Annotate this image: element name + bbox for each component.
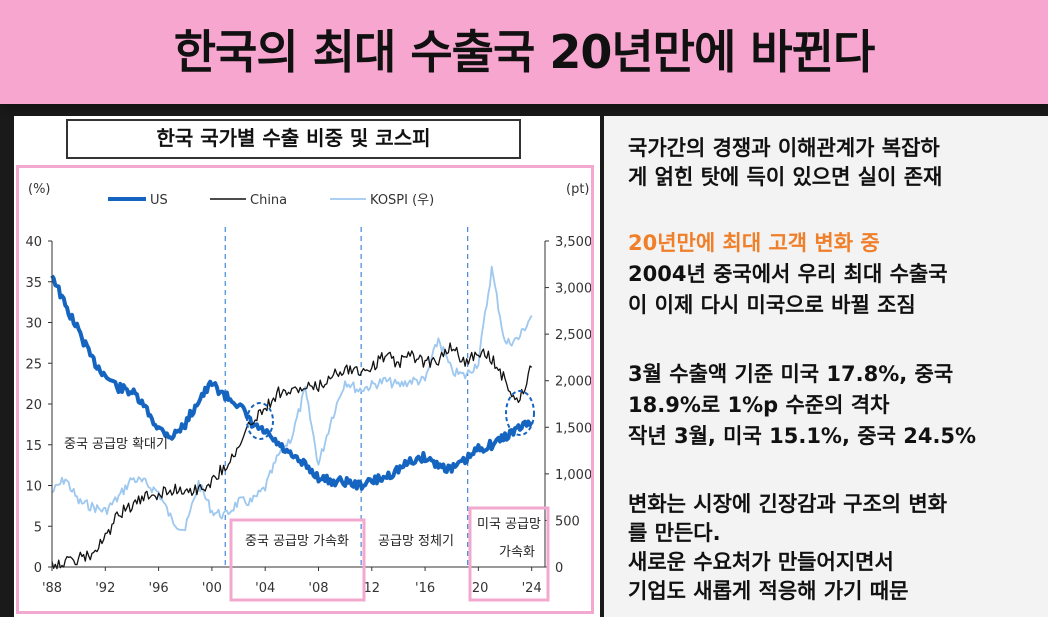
crossover-2004-marker bbox=[246, 402, 274, 440]
crossover-2024-marker bbox=[505, 390, 535, 436]
annotation-china-accel: 중국 공급망 가속화 bbox=[245, 534, 349, 549]
x-tick-label: '08 bbox=[308, 581, 328, 596]
x-tick-label: '20 bbox=[468, 581, 488, 596]
y-left-tick-label: 40 bbox=[25, 235, 42, 250]
x-tick-label: '04 bbox=[255, 581, 275, 596]
para3-line2: 18.9%로 1%p 수준의 격차 bbox=[628, 393, 890, 417]
annotation-china-expansion: 중국 공급망 확대기 bbox=[64, 437, 168, 452]
chart-title-box bbox=[66, 119, 521, 159]
series-china bbox=[51, 342, 533, 570]
para2-highlight: 20년만에 최대 고객 변화 중 bbox=[628, 231, 880, 255]
para3-line1: 3월 수출액 기준 미국 17.8%, 중국 bbox=[628, 362, 954, 386]
para4-line4: 기업도 새롭게 적응해 가기 때문 bbox=[628, 579, 909, 603]
y-left-tick-label: 0 bbox=[34, 561, 42, 576]
series-us bbox=[50, 274, 534, 491]
y-right-tick-label: 3,500 bbox=[555, 235, 592, 250]
y-left-tick-label: 15 bbox=[25, 439, 42, 454]
chart-title: 한국 국가별 수출 비중 및 코스피 bbox=[156, 126, 431, 150]
para1-line1: 국가간의 경쟁과 이해관계가 복잡하 bbox=[628, 136, 940, 160]
x-tick-label: '96 bbox=[149, 581, 169, 596]
para4-line2: 를 만든다. bbox=[628, 521, 721, 545]
annotation-us-accel-line1: 미국 공급망 bbox=[477, 517, 541, 532]
x-tick-label: '88 bbox=[42, 581, 62, 596]
annotation-box-us-accel bbox=[468, 506, 550, 602]
annotation-us-accel-line2: 가속화 bbox=[499, 545, 535, 560]
x-tick-label: '92 bbox=[95, 581, 115, 596]
chart-frame bbox=[16, 165, 594, 614]
y-left-unit: (%) bbox=[28, 182, 51, 197]
para4-line3: 새로운 수요처가 만들어지면서 bbox=[628, 550, 894, 574]
legend-china-label: China bbox=[250, 193, 287, 208]
x-tick-label: '16 bbox=[415, 581, 435, 596]
y-left-tick-label: 35 bbox=[25, 276, 42, 291]
para3-line3: 작년 3월, 미국 15.1%, 중국 24.5% bbox=[628, 424, 977, 448]
para4-line1: 변화는 시장에 긴장감과 구조의 변화 bbox=[628, 492, 948, 516]
y-right-unit: (pt) bbox=[566, 182, 590, 197]
series-kospi bbox=[51, 265, 533, 532]
legend-us-label: US bbox=[150, 193, 168, 208]
y-right-tick-label: 2,000 bbox=[555, 375, 592, 390]
y-right-tick-label: 0 bbox=[555, 561, 563, 576]
annotation-stagnation: 공급망 정체기 bbox=[378, 534, 454, 549]
y-right-tick-label: 500 bbox=[555, 514, 580, 529]
para1-line2: 게 얽힌 탓에 득이 있으면 실이 존재 bbox=[628, 165, 943, 189]
para2-line2: 이 이제 다시 미국으로 바뀔 조짐 bbox=[628, 293, 916, 317]
y-left-tick-label: 30 bbox=[25, 317, 42, 332]
y-left-tick-label: 5 bbox=[34, 520, 42, 535]
text-panel bbox=[604, 116, 1048, 617]
x-tick-label: '24 bbox=[522, 581, 542, 596]
y-right-tick-label: 3,000 bbox=[555, 282, 592, 297]
annotation-box-china-accel bbox=[229, 518, 366, 602]
y-left-tick-label: 20 bbox=[25, 398, 42, 413]
slide-title: 한국의 최대 수출국 20년만에 바뀐다 bbox=[173, 25, 876, 79]
y-left-tick-label: 25 bbox=[25, 357, 42, 372]
title-banner bbox=[0, 0, 1048, 104]
y-right-tick-label: 1,500 bbox=[555, 421, 592, 436]
legend-kospi-label: KOSPI (우) bbox=[370, 193, 434, 208]
y-right-tick-label: 2,500 bbox=[555, 328, 592, 343]
para2-line1: 2004년 중국에서 우리 최대 수출국 bbox=[628, 262, 948, 286]
x-tick-label: 12 bbox=[364, 581, 381, 596]
x-tick-label: '00 bbox=[202, 581, 222, 596]
y-right-tick-label: 1,000 bbox=[555, 468, 592, 483]
y-left-tick-label: 10 bbox=[25, 480, 42, 495]
